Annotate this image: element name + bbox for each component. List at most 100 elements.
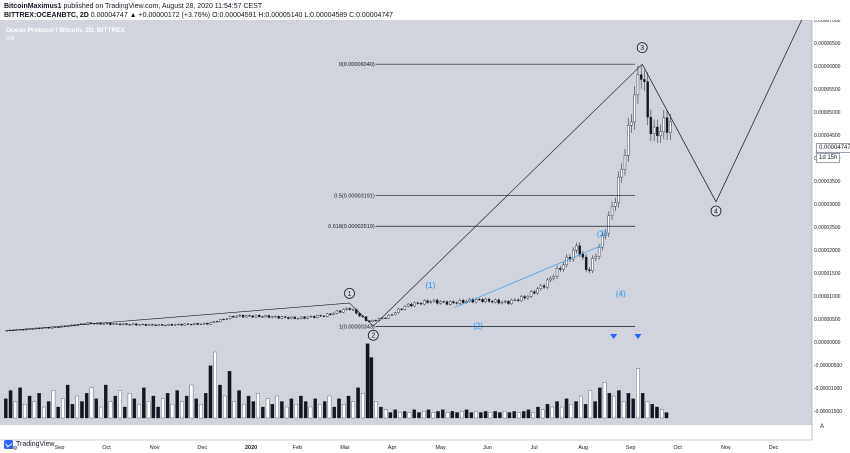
volume-bar: [8, 390, 13, 419]
volume-bar: [80, 401, 84, 419]
candle: [313, 316, 316, 318]
candle: [529, 291, 533, 297]
volume-bar: [607, 393, 612, 419]
candle: [588, 269, 591, 271]
volume-bar: [407, 412, 412, 419]
candle: [656, 126, 659, 137]
volume-bar: [123, 406, 127, 419]
volume-bar: [299, 395, 303, 419]
volume-bar: [223, 395, 227, 419]
volume-bar: [89, 387, 94, 419]
candle: [115, 323, 119, 325]
y-tick-label: 0.00001500: [814, 271, 841, 277]
candle: [322, 315, 326, 317]
triangle-down-icon: [634, 334, 642, 339]
auto-scale-button[interactable]: A: [820, 424, 825, 430]
volume-bar: [165, 393, 170, 419]
volume-bar: [184, 395, 189, 419]
volume-bar: [593, 401, 597, 419]
volume-bar: [412, 409, 416, 419]
last-price-box: 0.00004747: [816, 143, 850, 153]
volume-bar: [280, 401, 284, 419]
candle: [251, 315, 254, 318]
volume-bar: [564, 398, 569, 419]
candle: [225, 318, 229, 320]
candle: [516, 299, 520, 301]
volume-bar: [127, 393, 132, 419]
candle: [358, 313, 361, 317]
symbol-name: BITTREX:OCEANBTC, 2D: [4, 12, 89, 19]
volume-bar: [361, 393, 365, 419]
volume-bar: [369, 357, 374, 419]
volume-bar: [151, 395, 156, 419]
y-tick-label: 0.00000000: [814, 340, 841, 346]
candle: [371, 320, 374, 322]
candle: [513, 299, 517, 301]
price-scale: [812, 20, 850, 453]
candle: [219, 319, 222, 322]
candle: [387, 314, 390, 319]
y-tick-label: 0.00005000: [814, 110, 841, 116]
candle: [604, 232, 607, 236]
candle: [141, 324, 144, 326]
candle: [109, 323, 112, 325]
candle: [293, 316, 297, 319]
volume-bar: [393, 409, 397, 419]
candle: [617, 176, 620, 203]
candle: [151, 324, 154, 326]
candle: [669, 121, 672, 133]
candle: [487, 298, 491, 302]
volume-bar: [526, 409, 531, 419]
candle: [633, 94, 636, 123]
volume-bar: [421, 411, 426, 419]
candle: [562, 264, 565, 270]
volume-bar: [460, 411, 464, 419]
tradingview-logo-icon: [4, 440, 13, 449]
y-tick-label: 0.00004500: [814, 133, 841, 139]
volume-bar: [383, 409, 388, 419]
volume-bar: [327, 395, 332, 419]
candle: [500, 301, 504, 304]
candle: [228, 316, 232, 320]
candle: [403, 305, 407, 310]
candle: [280, 316, 284, 319]
volume-bar: [208, 365, 213, 419]
fib-level-label: 1(0.00000343): [339, 324, 375, 330]
volume-bar: [645, 401, 650, 419]
candle: [432, 299, 436, 302]
candle: [390, 314, 394, 316]
tradingview-brand[interactable]: TradingView: [4, 440, 55, 449]
volume-bar: [56, 406, 60, 419]
volume-bar: [94, 398, 98, 419]
x-tick-label: Oct: [102, 445, 111, 451]
chart-canvas[interactable]: 0.00007000 0.00006500 0.00006000 0.00005500…: [0, 20, 850, 453]
volume-bar: [237, 390, 241, 419]
candle: [122, 323, 125, 326]
volume-bar: [232, 401, 237, 419]
volume-bar: [32, 401, 37, 419]
author-name: BitcoinMaximus1: [4, 3, 62, 10]
candle: [384, 317, 387, 319]
candle: [646, 81, 649, 118]
candle: [125, 323, 128, 325]
candle: [636, 74, 640, 96]
y-tick-label: 0.00002000: [814, 248, 841, 254]
candle: [209, 322, 212, 325]
volume-bar: [75, 395, 79, 419]
volume-bar: [498, 412, 502, 419]
volume-bar: [65, 384, 70, 419]
volume-bar: [284, 406, 289, 419]
volume-bar: [640, 393, 645, 419]
volume-bar: [203, 393, 208, 419]
candle: [429, 301, 432, 303]
candle: [261, 316, 264, 318]
volume-bar: [99, 406, 103, 419]
candle: [455, 302, 458, 304]
x-tick-label: 2020: [245, 445, 257, 451]
candle: [193, 323, 196, 325]
candle: [296, 318, 300, 320]
volume-bar: [441, 409, 445, 419]
price-chart[interactable]: 0.00007000 0.00006500 0.00006000 0.00005500…: [0, 20, 850, 453]
volume-bar: [502, 411, 507, 419]
volume-bar: [617, 390, 621, 419]
